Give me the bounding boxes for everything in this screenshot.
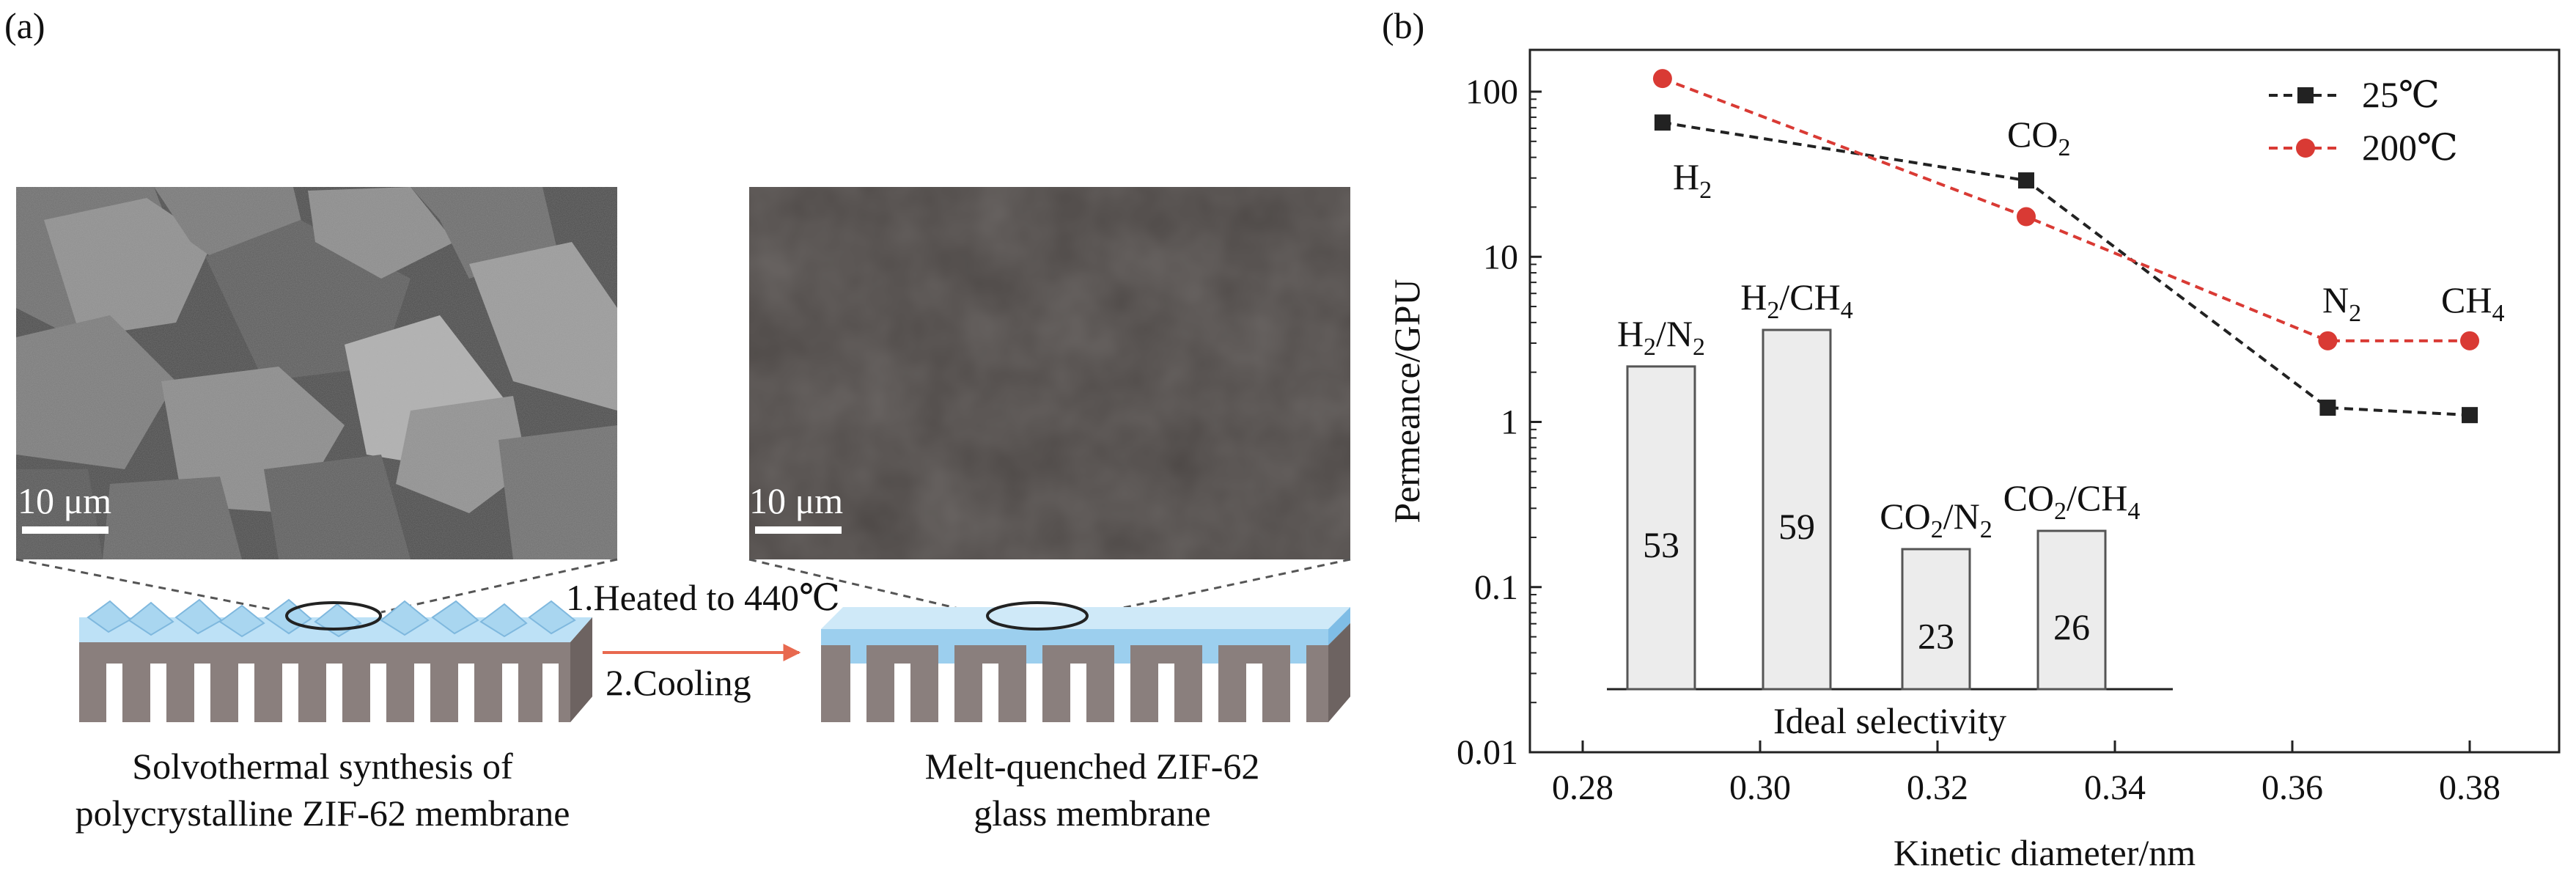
x-tick-label-5: 0.38 bbox=[2439, 768, 2500, 807]
focus-ellipse-right bbox=[986, 601, 1089, 631]
panel-b: (b) Permeance/GPU Kinetic diameter/nm 0.… bbox=[1382, 5, 2561, 873]
x-tick-label-3: 0.34 bbox=[2084, 768, 2146, 807]
series-layer bbox=[1652, 69, 2479, 424]
panel-a: (a) 10 μm bbox=[4, 5, 1351, 834]
series-1-point-3 bbox=[2460, 331, 2479, 350]
inset-axis-label: Ideal selectivity bbox=[1773, 700, 2006, 741]
series-1-point-1 bbox=[2017, 207, 2036, 227]
selectivity-inset: Ideal selectivity 53 H2/N2 59 H2/CH4 23 CO2/N… bbox=[1607, 276, 2173, 741]
series-0-point-2 bbox=[2319, 400, 2336, 416]
selectivity-category-2: CO2/N2 bbox=[1880, 496, 1992, 543]
series-1-point-2 bbox=[2318, 331, 2338, 350]
process-step-1: 1.Heated to 440℃ bbox=[566, 577, 840, 618]
sem-image-glass bbox=[749, 187, 1350, 559]
caption-left-line2: polycrystalline ZIF-62 membrane bbox=[76, 793, 570, 834]
x-tick-label-1: 0.30 bbox=[1729, 768, 1791, 807]
scale-bar-left bbox=[22, 526, 108, 534]
panel-b-label: (b) bbox=[1382, 5, 1424, 46]
y-axis-label: Permeance/GPU bbox=[1386, 279, 1427, 523]
series-1-point-0 bbox=[1652, 69, 1672, 89]
caption-left-line1: Solvothermal synthesis of bbox=[132, 746, 513, 787]
membrane-schematic-glass bbox=[821, 601, 1350, 722]
x-tick-label-0: 0.28 bbox=[1552, 768, 1613, 807]
zoom-line-left-1 bbox=[15, 558, 287, 614]
caption-right-line2: glass membrane bbox=[974, 793, 1211, 834]
scale-bar-right bbox=[755, 526, 842, 534]
caption-right-line1: Melt-quenched ZIF-62 bbox=[925, 746, 1260, 787]
series-line-1 bbox=[1662, 77, 2470, 342]
selectivity-bar-1 bbox=[1762, 328, 1832, 691]
selectivity-value-2: 23 bbox=[1918, 615, 1954, 656]
selectivity-bar-2 bbox=[1901, 548, 1971, 691]
annotation-n2: N2 bbox=[2322, 279, 2361, 327]
y-tick-label-4: 100 bbox=[1465, 73, 1518, 111]
selectivity-value-0: 53 bbox=[1643, 524, 1679, 565]
series-0-point-0 bbox=[1654, 114, 1671, 131]
selectivity-category-0: H2/N2 bbox=[1617, 313, 1705, 361]
series-0-point-1 bbox=[2018, 172, 2034, 189]
annotation-h2: H2 bbox=[1673, 156, 1712, 204]
series-line-0 bbox=[1662, 121, 2470, 417]
legend-label-0: 25℃ bbox=[2362, 74, 2440, 115]
legend: 25℃ 200℃ bbox=[2269, 74, 2458, 168]
sem-image-polycrystalline bbox=[16, 187, 617, 559]
zoom-line-right-1 bbox=[748, 558, 990, 617]
process-step-2: 2.Cooling bbox=[606, 662, 751, 703]
y-ticks: 0.01 0.1 1 10 100 bbox=[1457, 73, 1542, 772]
scale-bar-label-left: 10 μm bbox=[18, 480, 111, 521]
y-tick-label-1: 0.1 bbox=[1474, 568, 1518, 607]
selectivity-value-3: 26 bbox=[2053, 606, 2090, 647]
legend-marker-1 bbox=[2296, 139, 2315, 158]
scale-bar-label-right: 10 μm bbox=[749, 480, 843, 521]
zoom-line-right-2 bbox=[1084, 558, 1351, 617]
legend-label-1: 200℃ bbox=[2362, 127, 2458, 168]
plot-frame bbox=[1528, 48, 2561, 754]
selectivity-value-1: 59 bbox=[1778, 506, 1815, 547]
x-tick-label-4: 0.36 bbox=[2262, 768, 2323, 807]
focus-ellipse-left bbox=[285, 601, 382, 631]
panel-a-label: (a) bbox=[4, 5, 45, 46]
membrane-schematic-polycrystalline bbox=[79, 598, 592, 722]
zoom-line-left-2 bbox=[380, 558, 618, 614]
annotation-ch4: CH4 bbox=[2441, 279, 2504, 327]
y-tick-label-3: 10 bbox=[1483, 238, 1518, 276]
series-0-point-3 bbox=[2462, 407, 2478, 424]
selectivity-bar-0 bbox=[1626, 365, 1696, 691]
y-tick-label-2: 1 bbox=[1501, 403, 1518, 442]
x-ticks: 0.28 0.30 0.32 0.34 0.36 0.38 bbox=[1552, 741, 2500, 807]
selectivity-bar-3 bbox=[2036, 529, 2107, 691]
selectivity-category-3: CO2/CH4 bbox=[2003, 477, 2141, 525]
x-tick-label-2: 0.32 bbox=[1907, 768, 1968, 807]
selectivity-category-1: H2/CH4 bbox=[1740, 276, 1852, 324]
annotation-co2: CO2 bbox=[2007, 114, 2070, 161]
legend-marker-0 bbox=[2297, 87, 2314, 103]
y-tick-label-0: 0.01 bbox=[1457, 733, 1518, 772]
x-axis-label: Kinetic diameter/nm bbox=[1894, 832, 2196, 873]
